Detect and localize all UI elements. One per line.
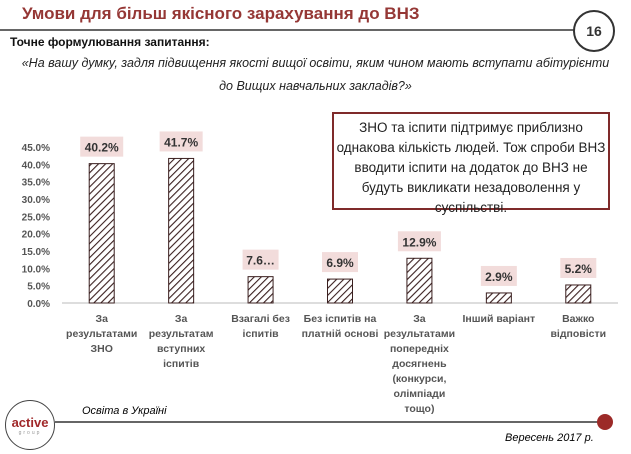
x-tick-label: вступних — [157, 343, 205, 355]
data-label: 41.7% — [164, 135, 198, 149]
slide-title: Умови для більш якісного зарахування до … — [22, 4, 420, 23]
x-tick-label: платній основі — [302, 328, 379, 340]
x-tick-label: тощо) — [404, 403, 434, 415]
x-tick-label: досягнень — [392, 358, 447, 370]
bar — [406, 257, 433, 304]
x-tick-label: Взагалі без — [231, 313, 290, 325]
y-tick-label: 25.0% — [22, 212, 50, 223]
y-tick-label: 5.0% — [27, 282, 50, 293]
bar — [247, 276, 274, 304]
bar — [485, 292, 512, 304]
data-label: 6.9% — [326, 256, 354, 270]
x-tick-label: відповісти — [550, 328, 606, 340]
data-label-bg — [480, 265, 517, 286]
x-tick-label: За — [96, 313, 109, 325]
data-label-bg — [397, 231, 441, 252]
data-label: 7.6… — [246, 254, 275, 268]
question-text-line1: «На вашу думку, задля підвищення якості … — [21, 56, 610, 70]
page-number: 16 — [573, 10, 615, 52]
data-label-bg — [322, 252, 358, 273]
y-tick-label: 20.0% — [22, 230, 50, 241]
question-text-line2: до Вищих навчальних закладів?» — [219, 79, 412, 93]
x-tick-label: (конкурси, — [392, 373, 446, 385]
y-tick-label: 15.0% — [22, 247, 50, 258]
data-label-bg — [242, 249, 279, 270]
bar — [327, 278, 353, 304]
data-label: 40.2% — [85, 141, 119, 155]
footer-source: Освіта в Україні — [82, 405, 167, 417]
x-tick-label: результатами — [66, 328, 137, 340]
y-tick-label: 30.0% — [22, 195, 50, 206]
bar — [168, 157, 195, 304]
data-label-bg — [80, 136, 124, 157]
data-label: 2.9% — [485, 270, 513, 284]
question-label: Точне формулювання запитання: — [10, 35, 210, 49]
header-divider — [0, 29, 575, 31]
y-tick-label: 0.0% — [27, 299, 50, 310]
x-tick-label: іспитів — [163, 358, 200, 370]
x-tick-label: За — [175, 313, 188, 325]
x-tick-label: За — [413, 313, 426, 325]
data-label: 5.2% — [565, 262, 593, 276]
x-tick-label: Важко — [562, 313, 594, 325]
data-label-bg — [159, 131, 203, 152]
bar — [565, 284, 592, 304]
footer-dot — [597, 414, 613, 430]
data-label: 12.9% — [402, 235, 436, 249]
x-tick-label: олімпіади — [394, 388, 446, 400]
x-tick-label: Інший варіант — [463, 313, 536, 325]
data-label-bg — [560, 257, 597, 278]
x-tick-label: ЗНО — [91, 343, 113, 355]
x-tick-label: попередніх — [390, 343, 449, 355]
x-tick-label: результатам — [149, 328, 214, 340]
x-tick-label: Без іспитів на — [304, 313, 377, 325]
active-group-logo: active group — [5, 400, 55, 450]
y-tick-label: 35.0% — [22, 178, 50, 189]
x-tick-label: іспитів — [243, 328, 280, 340]
callout-box: ЗНО та іспити підтримує приблизно однако… — [332, 112, 610, 215]
y-tick-label: 45.0% — [22, 143, 50, 154]
y-tick-label: 10.0% — [22, 264, 50, 275]
y-tick-label: 40.0% — [22, 160, 50, 171]
footer-date: Вересень 2017 р. — [505, 432, 594, 444]
x-tick-label: результатами — [384, 328, 455, 340]
bar — [88, 163, 115, 304]
footer-divider — [55, 421, 600, 423]
